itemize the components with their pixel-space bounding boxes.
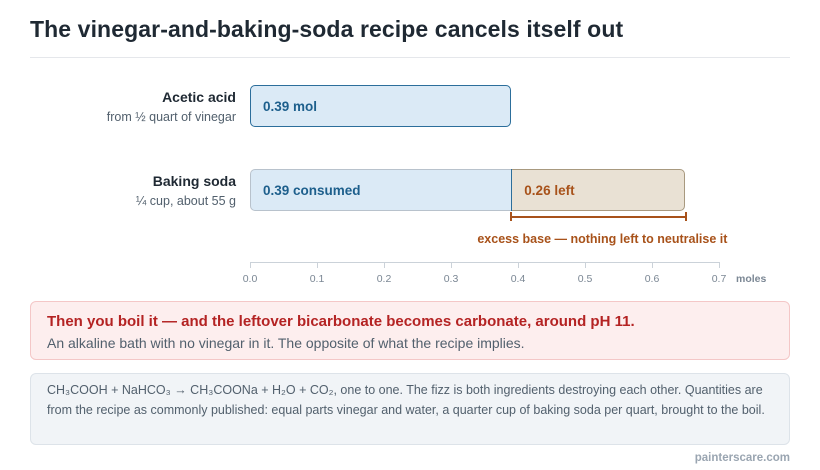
x-tick: [450, 262, 452, 268]
x-tick-label: 0.5: [577, 273, 593, 285]
source-credit: painterscare.com: [694, 452, 790, 464]
row-name: Baking soda: [152, 173, 236, 189]
x-tick: [383, 262, 385, 268]
x-tick: [316, 262, 318, 268]
row-subtitle: from ½ quart of vinegar: [106, 110, 236, 124]
bar-segment-left: 0.26 left: [511, 169, 686, 211]
chart-title: The vinegar-and-baking-soda recipe cance…: [30, 16, 624, 42]
x-tick-label: 0.6: [644, 273, 660, 285]
row-name: Acetic acid: [162, 89, 236, 105]
x-tick-label: 0.0: [242, 273, 258, 285]
segment-divider: [510, 169, 513, 211]
x-tick: [718, 262, 720, 268]
x-tick-label: 0.3: [443, 273, 459, 285]
x-tick: [517, 262, 519, 268]
x-tick-label: 0.2: [376, 273, 392, 285]
footnote: CH₃COOH + NaHCO₃ → CH₃COONa + H₂O + CO₂,…: [30, 373, 790, 445]
x-tick: [584, 262, 586, 268]
bar-segment-acid: 0.39 mol: [250, 85, 512, 127]
excess-bracket-tick: [510, 212, 513, 221]
callout-body: An alkaline bath with no vinegar in it. …: [47, 335, 525, 351]
x-tick-label: 0.7: [711, 273, 727, 285]
excess-bracket-tick: [684, 212, 687, 221]
row-label: Acetic acid from ½ quart of vinegar: [107, 89, 236, 124]
bar-segment-consumed: 0.39 consumed: [250, 169, 512, 211]
excess-annotation: excess base — nothing left to neutralise…: [477, 232, 728, 246]
x-tick: [651, 262, 653, 268]
x-axis-line: [250, 262, 719, 263]
warning-callout: Then you boil it — and the leftover bica…: [30, 301, 790, 360]
x-axis-unit: moles: [736, 273, 767, 285]
callout-headline: Then you boil it — and the leftover bica…: [47, 313, 635, 330]
x-tick-label: 0.4: [510, 273, 526, 285]
x-tick: [249, 262, 251, 268]
excess-bracket-line: [511, 216, 686, 218]
x-tick-label: 0.1: [309, 273, 325, 285]
row-label: Baking soda ¼ cup, about 55 g: [136, 173, 236, 208]
row-subtitle: ¼ cup, about 55 g: [135, 194, 236, 208]
title-divider: [30, 57, 790, 58]
